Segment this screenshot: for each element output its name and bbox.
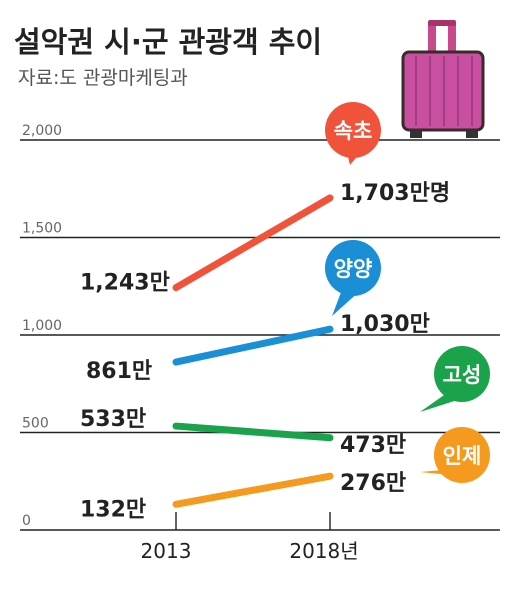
chart-source: 자료:도 관광마케팅과 bbox=[18, 67, 188, 89]
series-bubble bbox=[434, 427, 490, 483]
series-bubble bbox=[325, 240, 381, 296]
y-tick-label: 1,500 bbox=[22, 221, 62, 237]
series-name: 속초 bbox=[334, 119, 373, 143]
x-tick-label: 2018년 bbox=[289, 539, 358, 563]
series-line-2 bbox=[172, 422, 334, 442]
chart-title: 설악권 시·군 관광객 추이 bbox=[14, 25, 322, 59]
data-label: 132만 bbox=[80, 497, 146, 522]
x-tick-label: 2013 bbox=[141, 539, 192, 563]
series-bubble bbox=[434, 346, 490, 402]
data-label: 861만 bbox=[86, 359, 152, 384]
series-bubble bbox=[325, 102, 381, 158]
series-line-1 bbox=[172, 325, 334, 366]
series-name: 고성 bbox=[443, 363, 482, 387]
series-line-3 bbox=[172, 472, 334, 508]
data-label: 1,243만 bbox=[80, 271, 170, 296]
y-tick-label: 0 bbox=[22, 513, 31, 529]
data-label: 1,030만 bbox=[340, 312, 430, 337]
data-label: 276만 bbox=[340, 471, 406, 496]
suitcase-icon bbox=[401, 20, 485, 138]
series-line-0 bbox=[172, 194, 334, 292]
y-tick-label: 1,000 bbox=[22, 318, 62, 334]
y-tick-label: 2,000 bbox=[22, 123, 62, 139]
series-name: 인제 bbox=[443, 444, 482, 468]
data-label: 473만 bbox=[340, 433, 406, 458]
data-label: 1,703만명 bbox=[340, 181, 450, 206]
y-tick-label: 500 bbox=[22, 416, 49, 432]
data-label: 533만 bbox=[80, 407, 146, 432]
series-name: 양양 bbox=[334, 257, 373, 281]
